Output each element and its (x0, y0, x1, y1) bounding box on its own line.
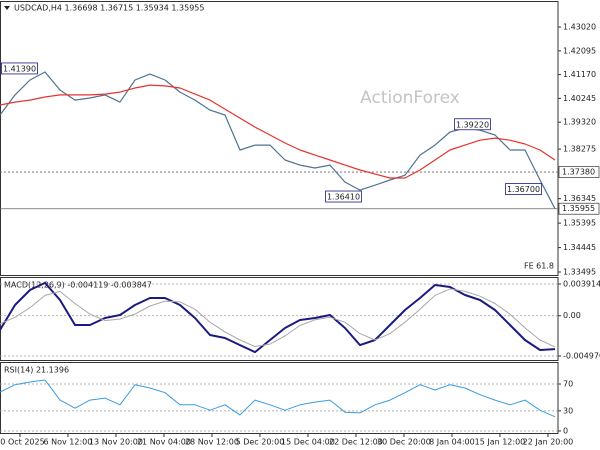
price-level-box (558, 166, 600, 178)
y-tick-label: 1.41170 (563, 70, 596, 79)
x-tick-label: 30 Dec 20:00 (377, 438, 431, 447)
y-tick-label: 1.35395 (563, 219, 596, 228)
rsi-title: RSI(14) 21.1396 (4, 366, 69, 375)
y-tick-label: 1.36345 (563, 194, 596, 203)
y-tick-label: 1.34445 (563, 243, 596, 252)
y-tick-label: 1.43020 (563, 23, 596, 32)
x-tick-label: 21 Nov 04:00 (137, 438, 191, 447)
series-line (0, 379, 556, 418)
x-tick-label: 22 Jan 20:00 (523, 438, 574, 447)
annotation-label: 1.36700 (507, 185, 540, 194)
y-tick-label: 70 (563, 380, 573, 389)
fe-label: FE 61.8 (524, 262, 554, 271)
annotation-box (505, 183, 542, 195)
symbol-menu-icon (4, 6, 10, 10)
x-tick-label: 6 Nov 12:00 (44, 438, 93, 447)
y-tick-label: 30 (563, 406, 573, 415)
y-tick-label: 0 (563, 426, 568, 435)
x-tick-label: 8 Jan 04:00 (429, 438, 475, 447)
annotation-label: 1.36410 (327, 193, 360, 202)
y-tick-label: 1.33495 (563, 267, 596, 276)
y-tick-label: 1.39320 (563, 118, 596, 127)
x-tick-label: 15 Jan 12:00 (475, 438, 526, 447)
x-tick-label: 30 Oct 2025 (0, 438, 45, 447)
macd-pane (0, 277, 559, 361)
macd-title: MACD(12,26,9) -0.004119 -0.003847 (4, 281, 152, 290)
rsi-pane (0, 362, 559, 434)
series-line (0, 84, 556, 179)
price-level-box (558, 202, 600, 215)
annotation-label: 1.39220 (456, 120, 489, 129)
annotation-box (1, 62, 38, 75)
price-title: USDCAD,H4 1.36698 1.36715 1.35934 1.3595… (14, 4, 204, 13)
series-line (0, 281, 556, 354)
price-pane (0, 1, 559, 276)
x-tick-label: 22 Dec 12:00 (329, 438, 383, 447)
annotation-label: 1.41390 (3, 64, 36, 73)
annotation-box (454, 118, 491, 131)
price-level-label: 1.35955 (562, 204, 595, 213)
price-level-label: 1.37380 (562, 168, 595, 177)
series-line (0, 288, 556, 348)
y-tick-label: 1.42095 (563, 46, 596, 55)
x-tick-label: 5 Dec 20:00 (236, 438, 285, 447)
x-tick-label: 13 Nov 20:00 (89, 438, 143, 447)
y-tick-label: -0.004970 (563, 352, 600, 361)
x-tick-label: 28 Nov 12:00 (185, 438, 239, 447)
watermark: ActionForex (360, 88, 460, 108)
y-tick-label: 1.38275 (563, 145, 596, 154)
annotation-box (325, 190, 362, 203)
y-tick-label: 0.00 (563, 311, 581, 320)
x-tick-label: 15 Dec 04:00 (281, 438, 335, 447)
y-tick-label: 1.40245 (563, 94, 596, 103)
y-tick-label: 0.003914 (563, 279, 600, 288)
